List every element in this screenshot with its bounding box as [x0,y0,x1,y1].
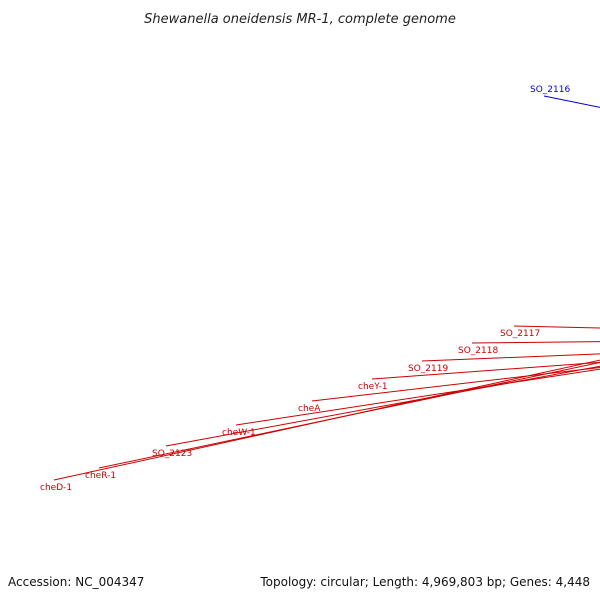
gene-leader-line [235,368,600,426]
gene-label: SO_2117 [500,329,540,339]
gene-leader-line [421,353,600,362]
gene-label: cheA [298,404,321,414]
gene-label: cheD-1 [40,483,72,493]
gene-label: SO_2116 [530,85,570,95]
gene-leader-line [98,362,600,469]
genome-summary-text: Topology: circular; Length: 4,969,803 bp… [259,575,590,589]
gene-label: cheY-1 [358,382,388,392]
gene-label: SO_2119 [408,364,448,374]
map-title: Shewanella oneidensis MR-1, complete gen… [144,12,456,27]
gene-leader-line [311,367,600,402]
gene-leader-line [371,361,600,380]
gene-label: cheR-1 [85,471,116,481]
accession-text: Accession: NC_004347 [8,575,144,589]
gene-label: SO_2118 [458,346,498,356]
gene-leader-line [543,95,600,108]
gene-leader-line [165,365,600,447]
gene-leader-line [53,359,600,481]
